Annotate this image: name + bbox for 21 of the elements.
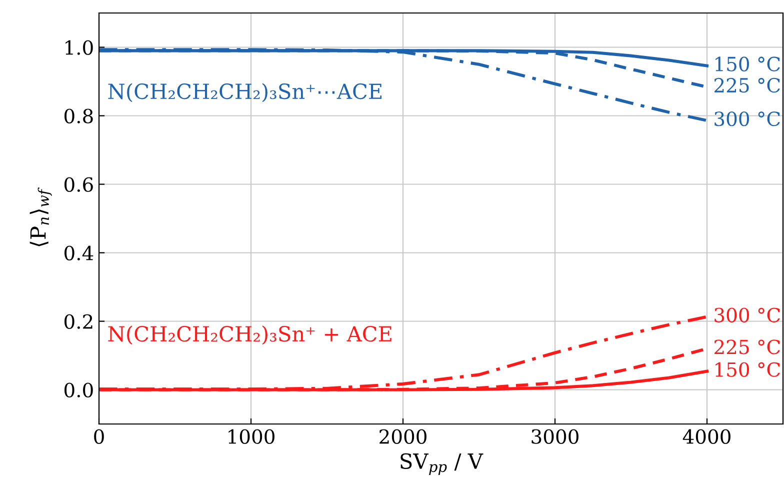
x-tick-label: 0 [94,429,104,444]
series-label: 300 °C [714,308,780,322]
x-tick-label: 3000 [532,429,578,444]
x-axis-title: SV$_{pp}$ / V [400,453,484,475]
x-tick-label: 1000 [228,429,274,444]
y-tick-label: 0.2 [64,314,92,329]
y-tick-label: 0.6 [64,177,93,192]
series-label: 225 °C [714,78,780,93]
annotation: N(CH₂CH₂CH₂)₃Sn⁺ + ACE [108,326,392,345]
annotation: N(CH₂CH₂CH₂)₃Sn⁺⋯ACE [108,83,382,102]
series-label: 150 °C [716,362,780,377]
y-tick-label: 0.0 [64,382,93,398]
series-label: 225 °C [714,340,780,354]
series-label: 150 °C [716,56,780,72]
y-tick-label: 0.8 [64,108,93,124]
y-tick-label: 1.0 [66,40,93,55]
x-tick-label: 4000 [682,429,730,444]
x-tick-label: 2000 [380,429,426,444]
series-label: 300 °C [714,111,780,126]
y-tick-label: 0.4 [64,246,94,260]
y-axis-title: ⟨P$_{n}$⟩$_{wf}$ [30,187,52,246]
